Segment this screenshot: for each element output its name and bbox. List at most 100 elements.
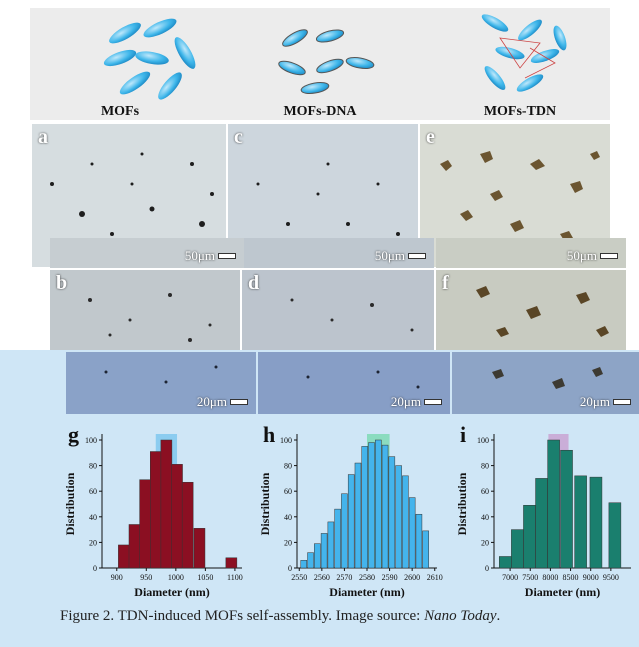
x-tick-label: 8000 (542, 573, 558, 582)
x-tick-label: 2580 (359, 573, 375, 582)
bar (193, 528, 206, 569)
particles-b (88, 293, 212, 342)
label-mofs-tdn: MOFs-TDN (483, 104, 557, 119)
bar (341, 493, 348, 569)
particles-f-lower (492, 367, 603, 389)
scale-bar-b: 20μm (197, 394, 248, 410)
bar (368, 442, 375, 569)
histogram-i: i 0 20 40 60 80 100 7000 7500 8000 8500 9000 9500Dia… (455, 422, 631, 599)
y-tick-label: 40 (89, 513, 97, 522)
bar (150, 451, 162, 569)
label-mofs-dna: MOFs-DNA (283, 104, 357, 119)
x-tick-label: 2600 (404, 573, 420, 582)
bar (499, 556, 512, 569)
x-tick-label: 2610 (427, 573, 443, 582)
y-tick-label: 80 (284, 462, 292, 471)
bar (415, 513, 423, 569)
micrograph-f: f (436, 270, 626, 350)
bar (225, 557, 238, 569)
chart-panel-label: i (460, 422, 466, 447)
y-tick-label: 80 (89, 462, 97, 471)
y-tick-label: 40 (481, 513, 489, 522)
y-tick-label: 60 (481, 487, 489, 496)
panel-label-a: a (38, 126, 48, 148)
x-axis-title: Diameter (nm) (329, 585, 404, 599)
y-tick-label: 60 (284, 487, 292, 496)
bar (181, 481, 194, 569)
particles-b-lower (104, 365, 218, 384)
y-tick-label: 20 (284, 538, 292, 547)
panel-label-e: e (426, 126, 435, 148)
x-tick-label: 1100 (227, 573, 243, 582)
particles-f (476, 286, 609, 337)
mofs-dna-particles (278, 29, 375, 94)
bar (128, 524, 141, 569)
mofs-particles (103, 18, 196, 100)
chart-panel-label: h (263, 422, 275, 447)
bar (547, 439, 560, 569)
particles-d-lower (306, 370, 420, 389)
y-tick-label: 40 (284, 513, 292, 522)
x-axis-title: Diameter (nm) (525, 585, 600, 599)
bar (314, 543, 321, 569)
bar (589, 476, 603, 569)
y-tick-label: 0 (288, 564, 292, 573)
x-tick-label: 1050 (197, 573, 213, 582)
y-tick-label: 0 (93, 564, 97, 573)
y-tick-label: 0 (485, 564, 489, 573)
bar (560, 449, 573, 569)
x-tick-label: 2550 (291, 573, 307, 582)
bar (535, 478, 548, 569)
x-tick-label: 7000 (502, 573, 518, 582)
y-tick-label: 100 (85, 436, 97, 445)
bar (300, 560, 308, 569)
scale-bar-c: 50μm (375, 248, 426, 264)
bar (334, 508, 341, 569)
y-tick-label: 20 (481, 538, 489, 547)
bar (171, 464, 183, 569)
y-axis-title: Distribution (258, 472, 272, 535)
x-tick-label: 8500 (563, 573, 579, 582)
schematic-illustration (103, 14, 567, 100)
bar (139, 479, 151, 569)
bar (320, 533, 328, 569)
x-tick-label: 9000 (583, 573, 599, 582)
chart-panel-label: g (68, 422, 79, 447)
y-tick-label: 100 (477, 436, 489, 445)
panel-label-b: b (56, 272, 68, 294)
x-tick-label: 9500 (603, 573, 619, 582)
bar (402, 475, 409, 569)
bar (523, 505, 536, 569)
schematic-band: MOFs MOFs-DNA MOFs-TDN (30, 8, 610, 120)
histogram-g: g 0 20 40 60 80 100 900 950 1000 1050 1100 Diameter … (63, 422, 243, 599)
figure-caption: Figure 2. TDN-induced MOFs self-assembly… (60, 608, 501, 624)
scale-bar-d: 20μm (391, 394, 442, 410)
mofs-tdn-particles (481, 14, 567, 92)
label-mofs: MOFs (100, 104, 140, 119)
bar (381, 444, 389, 569)
micrograph-d: d (242, 270, 434, 350)
bar (327, 521, 335, 569)
y-axis-title: Distribution (455, 472, 469, 535)
micrograph-d-lower: 20μm (258, 352, 450, 414)
bar (347, 474, 355, 569)
bar (395, 465, 402, 569)
bar (354, 462, 362, 569)
x-tick-label: 900 (111, 573, 123, 582)
y-tick-label: 100 (280, 436, 292, 445)
x-tick-label: 2590 (382, 573, 398, 582)
micrograph-f-lower: 20μm (452, 352, 639, 414)
y-axis-title: Distribution (63, 472, 77, 535)
scale-bar-a: 50μm (185, 248, 236, 264)
x-tick-label: 7500 (522, 573, 538, 582)
scale-bar-f: 20μm (580, 394, 631, 410)
x-tick-label: 2560 (314, 573, 330, 582)
bar (422, 530, 429, 569)
panel-label-f: f (442, 272, 449, 294)
x-axis-title: Diameter (nm) (134, 585, 209, 599)
bar (388, 456, 396, 569)
bar (574, 475, 587, 569)
bar (408, 497, 416, 569)
bar (608, 502, 622, 569)
y-tick-label: 60 (89, 487, 97, 496)
